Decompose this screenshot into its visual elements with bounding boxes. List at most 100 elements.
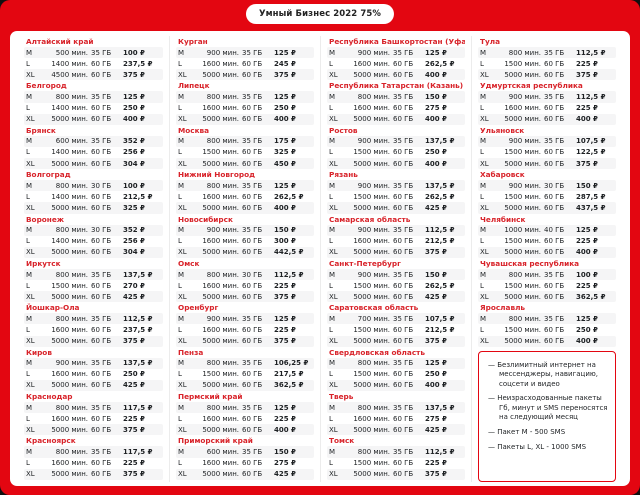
data-volume-value: 60 ГБ [242,414,263,423]
tariff-row: XL 5000 мин. 60 ГБ 400 ₽ [327,113,465,125]
minutes-value: 5000 мин. [202,425,239,434]
minutes-value: 5000 мин. [353,159,390,168]
minutes-value: 1500 мин. [353,192,390,201]
plan-size-label: XL [178,470,187,479]
minutes-value: 800 мин. [357,93,390,102]
region-block: Оренбург M 900 мин. 35 ГБ 125 ₽ L 1600 мин. 60 … [176,302,314,347]
minutes-value: 1600 мин. [202,459,239,468]
plan-size-label: M [329,226,336,235]
minutes-value: 5000 мин. [353,115,390,124]
plan-size-label: M [480,137,487,146]
data-volume-value: 60 ГБ [91,325,112,334]
data-volume-value: 35 ГБ [393,181,414,190]
tariff-row: XL 4500 мин. 60 ГБ 375 ₽ [24,69,163,81]
minutes-value: 1600 мин. [51,459,88,468]
tariff-row: L 1500 мин. 60 ГБ 122,5 ₽ [478,147,616,158]
plan-size-label: M [26,48,33,57]
plan-size-label: L [26,370,30,379]
price-value: 125 ₽ [274,48,296,57]
region-block: Пенза M 800 мин. 35 ГБ 106,25 ₽ L 1500 мин. 60 … [176,347,314,391]
plan-size-label: XL [329,470,338,479]
tariff-row: L 1500 мин. 60 ГБ 212,5 ₽ [327,324,465,335]
minutes-value: 5000 мин. [202,70,239,79]
region-block: Белгород M 800 мин. 35 ГБ 125 ₽ L 1400 мин. 60 … [24,80,163,125]
tariff-row: XL 5000 мин. 60 ГБ 425 ₽ [176,468,314,480]
minutes-value: 1400 мин. [51,148,88,157]
plan-size-label: M [480,93,487,102]
minutes-value: 5000 мин. [353,248,390,257]
price-value: 137,5 ₽ [123,270,153,279]
price-value: 122,5 ₽ [576,148,606,157]
plan-size-label: XL [329,70,338,79]
tariff-row: XL 5000 мин. 60 ГБ 375 ₽ [327,468,465,480]
data-volume-value: 60 ГБ [393,325,414,334]
tariff-row: XL 5000 мин. 60 ГБ 437,5 ₽ [478,202,616,214]
data-volume-value: 35 ГБ [91,448,112,457]
plan-size-label: XL [178,425,187,434]
plan-size-label: L [329,59,333,68]
data-volume-value: 60 ГБ [91,292,112,301]
data-volume-value: 35 ГБ [544,314,565,323]
minutes-value: 900 мин. [357,270,390,279]
tariff-row: XL 5000 мин. 60 ГБ 400 ₽ [176,424,314,436]
minutes-value: 1500 мин. [504,192,541,201]
minutes-value: 1400 мин. [51,237,88,246]
data-volume-value: 60 ГБ [544,148,565,157]
tariff-row: XL 5000 мин. 60 ГБ 425 ₽ [327,202,465,214]
tariff-row: L 1600 мин. 60 ГБ 225 ₽ [24,458,163,469]
region-name: Рязань [329,170,358,180]
data-volume-value: 60 ГБ [242,281,263,290]
price-value: 375 ₽ [274,70,296,79]
tariff-row: M 900 мин. 30 ГБ 150 ₽ [478,180,616,192]
tariff-row: L 1500 мин. 60 ГБ 250 ₽ [327,147,465,158]
plan-size-label: M [26,137,33,146]
plan-size-label: XL [480,337,489,346]
region-name: Волгоград [26,170,71,180]
plan-size-label: L [480,325,484,334]
minutes-value: 800 мин. [357,359,390,368]
tariff-row: L 1500 мин. 60 ГБ 325 ₽ [176,147,314,158]
price-value: 212,5 ₽ [123,192,153,201]
price-value: 400 ₽ [274,115,296,124]
region-block: Алтайский край M 500 мин. 35 ГБ 100 ₽ L 1400 м… [24,36,163,81]
data-volume-value: 60 ГБ [91,281,112,290]
data-volume-value: 60 ГБ [544,192,565,201]
minutes-value: 1600 мин. [202,237,239,246]
minutes-value: 900 мин. [357,226,390,235]
region-name: Брянск [26,125,56,135]
data-volume-value: 60 ГБ [242,70,263,79]
plan-size-label: L [329,192,333,201]
price-value: 375 ₽ [425,470,447,479]
data-volume-value: 60 ГБ [242,104,263,113]
data-volume-value: 60 ГБ [393,292,414,301]
region-block: Пермский край M 800 мин. 35 ГБ 125 ₽ L 1600 ми… [176,391,314,436]
tariff-row: XL 5000 мин. 60 ГБ 325 ₽ [24,202,163,214]
region-block: Удмуртская республика M 900 мин. 35 ГБ 112,5… [478,80,616,125]
plan-size-label: L [329,148,333,157]
plan-size-label: L [178,281,182,290]
data-volume-value: 60 ГБ [91,104,112,113]
plan-size-label: M [329,48,336,57]
price-value: 325 ₽ [123,203,145,212]
plan-size-label: L [480,59,484,68]
price-value: 225 ₽ [576,59,598,68]
tariff-row: XL 5000 мин. 60 ГБ 425 ₽ [327,291,465,303]
tariff-row: L 1600 мин. 60 ГБ 225 ₽ [176,324,314,335]
price-value: 437,5 ₽ [576,203,606,212]
price-value: 400 ₽ [274,425,296,434]
price-value: 245 ₽ [274,59,296,68]
minutes-value: 800 мин. [206,93,239,102]
data-volume-value: 60 ГБ [393,148,414,157]
data-volume-value: 60 ГБ [544,292,565,301]
data-volume-value: 60 ГБ [91,470,112,479]
minutes-value: 1400 мин. [51,104,88,113]
plan-size-label: L [480,192,484,201]
price-value: 137,5 ₽ [123,359,153,368]
data-volume-value: 60 ГБ [242,370,263,379]
data-volume-value: 60 ГБ [393,470,414,479]
price-value: 300 ₽ [274,237,296,246]
plan-size-label: XL [329,381,338,390]
region-name: Челябинск [480,214,526,224]
price-value: 400 ₽ [576,337,598,346]
plan-size-label: L [480,104,484,113]
